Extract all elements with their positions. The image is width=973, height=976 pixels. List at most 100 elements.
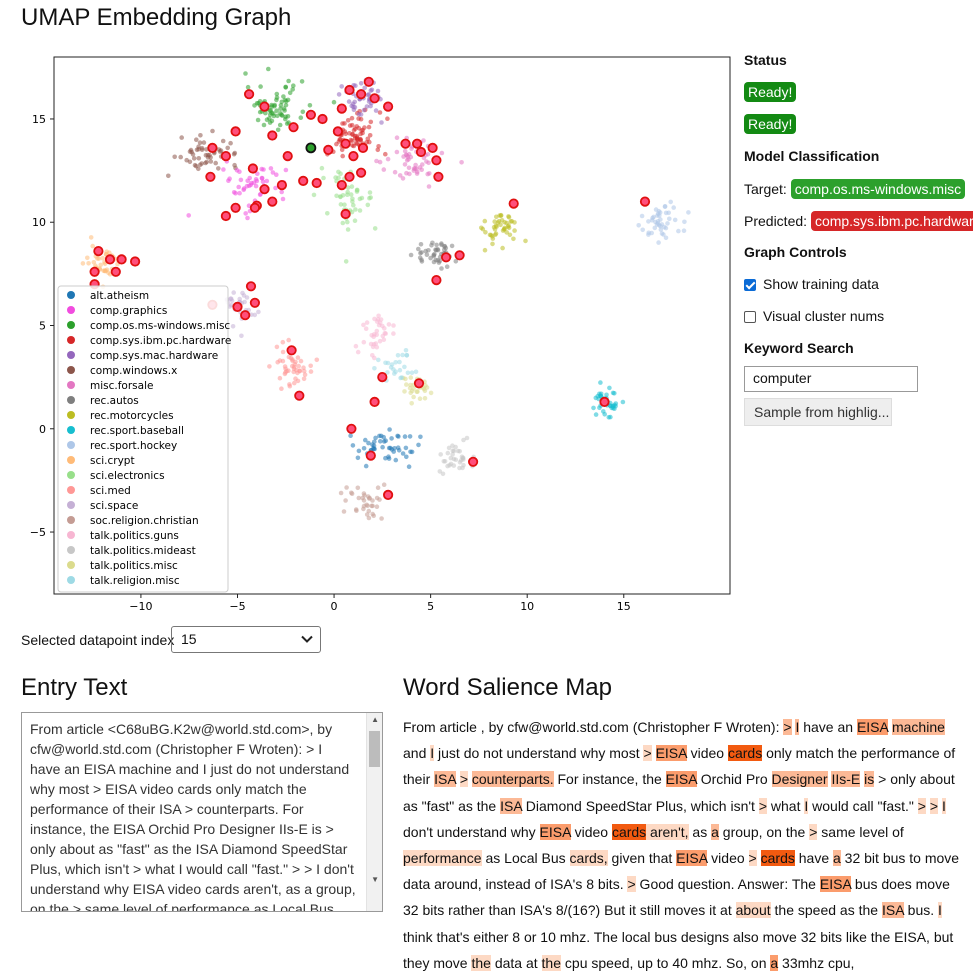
data-point[interactable] xyxy=(418,434,423,440)
data-point[interactable] xyxy=(464,435,470,441)
data-point[interactable] xyxy=(213,160,218,166)
data-point[interactable] xyxy=(352,218,358,223)
data-point[interactable] xyxy=(652,225,658,231)
data-point[interactable] xyxy=(413,162,418,168)
data-point[interactable] xyxy=(375,88,381,94)
data-point[interactable] xyxy=(295,370,300,376)
data-point[interactable] xyxy=(397,367,403,373)
data-point[interactable] xyxy=(417,255,423,260)
data-point[interactable] xyxy=(301,365,306,371)
data-point[interactable] xyxy=(408,382,413,388)
data-point[interactable] xyxy=(286,78,291,84)
data-point[interactable] xyxy=(343,259,349,264)
highlighted-point[interactable] xyxy=(346,423,357,434)
data-point[interactable] xyxy=(252,312,258,318)
data-point[interactable] xyxy=(620,399,626,405)
data-point[interactable] xyxy=(490,241,495,247)
data-point[interactable] xyxy=(361,322,366,328)
data-point[interactable] xyxy=(377,338,383,344)
data-point[interactable] xyxy=(404,158,410,163)
highlighted-point[interactable] xyxy=(413,378,425,389)
cluster-nums-toggle[interactable]: Visual cluster nums xyxy=(744,308,884,324)
data-point[interactable] xyxy=(482,247,488,253)
data-point[interactable] xyxy=(280,358,286,364)
data-point[interactable] xyxy=(681,228,687,233)
data-point[interactable] xyxy=(434,242,439,248)
data-point[interactable] xyxy=(217,149,223,154)
data-point[interactable] xyxy=(321,175,326,181)
data-point[interactable] xyxy=(453,457,459,463)
data-point[interactable] xyxy=(373,341,379,346)
data-point[interactable] xyxy=(395,433,400,439)
highlighted-point[interactable] xyxy=(244,89,255,100)
data-point[interactable] xyxy=(676,228,681,234)
data-point[interactable] xyxy=(283,102,289,108)
data-point[interactable] xyxy=(424,252,430,257)
highlighted-point[interactable] xyxy=(267,196,278,207)
data-point[interactable] xyxy=(417,165,423,170)
data-point[interactable] xyxy=(362,493,367,498)
data-point[interactable] xyxy=(203,160,208,166)
data-point[interactable] xyxy=(358,112,364,117)
data-point[interactable] xyxy=(404,382,409,387)
data-point[interactable] xyxy=(377,159,383,165)
highlighted-point[interactable] xyxy=(433,171,444,182)
data-point[interactable] xyxy=(291,83,296,88)
data-point[interactable] xyxy=(640,227,645,233)
data-point[interactable] xyxy=(364,502,369,508)
data-point[interactable] xyxy=(302,372,308,378)
highlighted-point[interactable] xyxy=(130,256,141,267)
data-point[interactable] xyxy=(187,159,193,165)
data-point[interactable] xyxy=(299,79,305,84)
highlighted-point[interactable] xyxy=(207,142,218,154)
data-point[interactable] xyxy=(613,403,618,409)
data-point[interactable] xyxy=(375,317,381,322)
data-point[interactable] xyxy=(358,81,364,86)
data-point[interactable] xyxy=(345,192,350,197)
data-point[interactable] xyxy=(344,485,349,490)
data-point[interactable] xyxy=(460,465,465,471)
data-point[interactable] xyxy=(308,369,314,374)
data-point[interactable] xyxy=(375,485,381,491)
data-point[interactable] xyxy=(374,344,380,350)
data-point[interactable] xyxy=(338,490,344,496)
data-point[interactable] xyxy=(368,195,374,200)
data-point[interactable] xyxy=(353,207,358,212)
data-point[interactable] xyxy=(271,111,276,116)
data-point[interactable] xyxy=(416,246,421,252)
data-point[interactable] xyxy=(666,210,671,216)
data-point[interactable] xyxy=(166,173,171,179)
data-point[interactable] xyxy=(399,375,405,380)
data-point[interactable] xyxy=(403,152,409,157)
data-point[interactable] xyxy=(386,322,392,327)
data-point[interactable] xyxy=(373,435,378,441)
data-point[interactable] xyxy=(199,145,205,151)
data-point[interactable] xyxy=(346,99,352,104)
data-point[interactable] xyxy=(272,102,278,108)
highlighted-point[interactable] xyxy=(230,126,241,137)
data-point[interactable] xyxy=(380,323,385,329)
highlighted-point[interactable] xyxy=(340,208,351,220)
data-point[interactable] xyxy=(482,218,488,224)
data-point[interactable] xyxy=(357,196,363,202)
data-point[interactable] xyxy=(414,171,420,176)
data-point[interactable] xyxy=(442,243,448,249)
data-point[interactable] xyxy=(363,437,368,443)
data-point[interactable] xyxy=(378,439,383,444)
data-point[interactable] xyxy=(350,131,355,137)
data-point[interactable] xyxy=(450,443,455,449)
data-point[interactable] xyxy=(348,192,354,197)
data-point[interactable] xyxy=(445,463,450,469)
data-point[interactable] xyxy=(278,103,284,108)
data-point[interactable] xyxy=(512,220,517,225)
data-point[interactable] xyxy=(405,370,411,376)
data-point[interactable] xyxy=(598,380,603,385)
data-point[interactable] xyxy=(377,110,383,115)
data-point[interactable] xyxy=(385,116,390,121)
data-point[interactable] xyxy=(353,343,359,349)
data-point[interactable] xyxy=(663,225,669,231)
data-point[interactable] xyxy=(249,180,254,186)
data-point[interactable] xyxy=(245,215,250,221)
highlighted-point[interactable] xyxy=(332,126,343,137)
highlighted-point[interactable] xyxy=(230,202,241,213)
